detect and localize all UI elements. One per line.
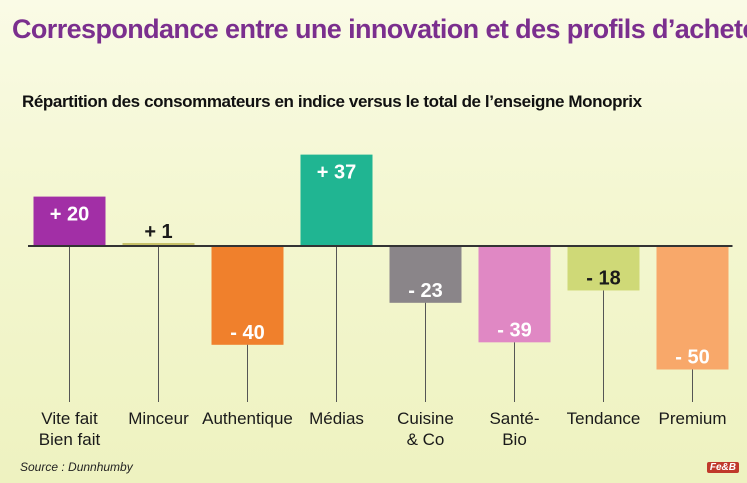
chart-subtitle: Répartition des consommateurs en indice … — [22, 92, 642, 111]
data-label-0: + 20 — [50, 204, 89, 226]
data-label-1: + 1 — [144, 221, 172, 243]
data-label-4: - 23 — [408, 280, 442, 302]
data-label-7: - 50 — [675, 347, 709, 369]
category-label-5: Santé-Bio — [489, 409, 539, 449]
bar-0 — [33, 196, 106, 246]
data-label-5: - 39 — [497, 319, 531, 341]
source-note: Source : Dunnhumby — [20, 460, 133, 474]
bar-3 — [300, 154, 373, 246]
data-label-2: - 40 — [230, 322, 264, 344]
chart-title: Correspondance entre une innovation et d… — [12, 14, 747, 44]
bar-5 — [478, 246, 551, 343]
data-label-6: - 18 — [586, 267, 620, 289]
publisher-logo: Fe&B — [706, 462, 739, 473]
category-label-6: Tendance — [567, 409, 641, 428]
data-label-3: + 37 — [317, 162, 356, 184]
category-label-0: Vite fait Bien fait — [39, 409, 101, 449]
bar-2 — [211, 246, 284, 345]
category-label-2: Authentique — [202, 409, 293, 428]
bar-4 — [389, 246, 462, 303]
category-label-3: Médias — [309, 409, 364, 428]
category-label-1: Minceur — [128, 409, 189, 428]
category-label-4: Cuisine & Co — [397, 409, 454, 449]
category-label-7: Premium — [658, 409, 726, 428]
bar-6 — [567, 246, 640, 291]
bar-7 — [656, 246, 729, 370]
bar-1 — [122, 243, 195, 246]
